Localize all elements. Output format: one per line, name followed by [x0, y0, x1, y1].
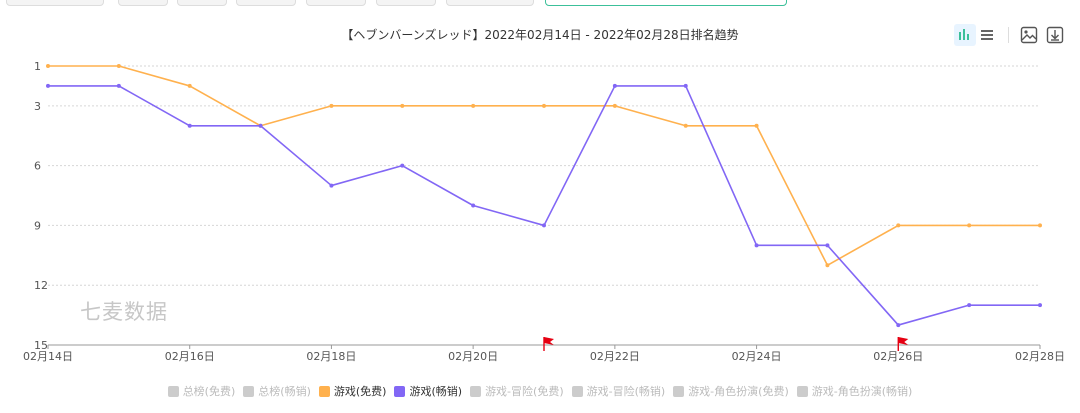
data-point[interactable]	[471, 203, 476, 208]
series-line	[48, 85, 1040, 326]
grid-layer	[48, 65, 1040, 286]
event-flag-icon[interactable]	[543, 337, 554, 351]
data-point[interactable]	[116, 83, 121, 88]
data-point[interactable]	[825, 263, 830, 268]
top-tab-active[interactable]	[545, 0, 787, 6]
top-tab[interactable]	[177, 0, 227, 6]
series-layer	[46, 64, 1042, 328]
data-point[interactable]	[967, 223, 972, 228]
x-tick-label: 02月14日	[23, 350, 73, 363]
y-tick-label: 3	[34, 100, 41, 113]
data-point[interactable]	[471, 103, 476, 108]
legend-item[interactable]: 游戏-冒险(畅销)	[571, 383, 666, 399]
x-tick-label: 02月26日	[873, 350, 923, 363]
download-icon[interactable]	[1044, 24, 1066, 46]
toolbar-divider	[1008, 27, 1009, 43]
top-tab-strip	[0, 0, 1080, 6]
legend-label: 总榜(免费)	[182, 385, 236, 398]
legend-label: 游戏(畅销)	[409, 385, 463, 398]
chart-toolbar	[954, 24, 1068, 48]
data-point[interactable]	[612, 103, 617, 108]
legend-swatch	[571, 386, 583, 397]
legend-label: 游戏(免费)	[333, 385, 387, 398]
legend-item[interactable]: 游戏-角色扮演(免费)	[673, 383, 789, 399]
legend-item[interactable]: 游戏(畅销)	[394, 383, 462, 399]
data-point[interactable]	[46, 83, 50, 88]
legend-item[interactable]: 游戏(免费)	[318, 383, 387, 399]
x-tick-label: 02月22日	[590, 350, 640, 363]
legend-item[interactable]: 游戏-角色扮演(畅销)	[796, 383, 913, 399]
x-tick-label: 02月24日	[732, 350, 782, 363]
data-point[interactable]	[967, 303, 972, 308]
data-point[interactable]	[116, 64, 121, 68]
top-tab[interactable]	[376, 0, 436, 6]
legend-swatch	[318, 386, 330, 397]
series-0	[46, 64, 1042, 268]
legend-swatch	[796, 386, 808, 397]
data-point[interactable]	[754, 123, 759, 128]
x-tick-label: 02月18日	[306, 350, 356, 363]
legend-label: 总榜(畅销)	[258, 385, 311, 398]
flag-layer	[543, 337, 909, 351]
data-point[interactable]	[542, 103, 546, 108]
image-icon[interactable]	[1018, 24, 1040, 46]
watermark: 七麦数据	[80, 300, 168, 324]
data-point[interactable]	[896, 323, 901, 328]
list-icon[interactable]	[976, 24, 998, 46]
event-flag-icon[interactable]	[897, 337, 909, 351]
top-tab[interactable]	[118, 0, 168, 6]
y-tick-label: 15	[34, 339, 48, 352]
data-point[interactable]	[187, 83, 192, 88]
data-point[interactable]	[187, 123, 192, 128]
x-tick-label: 02月28日	[1015, 350, 1065, 363]
legend-item[interactable]: 总榜(畅销)	[243, 383, 311, 399]
series-1	[46, 83, 1042, 328]
data-point[interactable]	[258, 123, 263, 128]
legend-item[interactable]: 游戏-冒险(免费)	[470, 383, 564, 399]
y-tick-label: 6	[34, 160, 41, 173]
top-tab[interactable]	[6, 0, 104, 6]
data-point[interactable]	[1038, 223, 1042, 228]
y-tick-label: 1	[34, 60, 41, 73]
bar-chart-icon[interactable]	[954, 24, 976, 46]
data-point[interactable]	[400, 163, 405, 168]
legend: 总榜(免费) 总榜(畅销) 游戏(免费) 游戏(畅销) 游戏-冒险(免费) 游戏-冒险(畅…	[0, 383, 1080, 399]
legend-item[interactable]: 总榜(免费)	[167, 383, 236, 399]
y-tick-label: 12	[34, 279, 48, 292]
data-point[interactable]	[1038, 303, 1042, 308]
data-point[interactable]	[683, 123, 688, 128]
flag-cloth	[898, 337, 909, 345]
top-tab[interactable]	[306, 0, 366, 6]
data-point[interactable]	[329, 183, 334, 188]
top-tab[interactable]	[446, 0, 534, 6]
legend-swatch	[243, 386, 255, 397]
legend-label: 游戏-角色扮演(畅销)	[811, 385, 913, 398]
legend-label: 游戏-冒险(免费)	[485, 385, 564, 398]
x-tick-label: 02月16日	[165, 350, 215, 363]
x-tick-label: 02月20日	[448, 350, 498, 363]
top-tab[interactable]	[236, 0, 296, 6]
legend-swatch	[167, 386, 179, 397]
legend-label: 游戏-角色扮演(免费)	[688, 385, 789, 398]
legend-swatch	[470, 386, 482, 397]
y-tick-label: 9	[34, 219, 41, 232]
data-point[interactable]	[683, 83, 688, 88]
flag-cloth	[544, 337, 554, 345]
data-point[interactable]	[896, 223, 901, 228]
data-point[interactable]	[46, 64, 50, 68]
data-point[interactable]	[612, 83, 617, 88]
legend-label: 游戏-冒险(畅销)	[586, 385, 666, 398]
data-point[interactable]	[825, 243, 830, 248]
chart-title: 【ヘブンバーンズレッド】2022年02月14日 - 2022年02月28日排名趋…	[341, 28, 739, 42]
data-point[interactable]	[542, 223, 546, 228]
data-point[interactable]	[400, 103, 405, 108]
data-point[interactable]	[754, 243, 759, 248]
data-point[interactable]	[329, 103, 334, 108]
legend-swatch	[394, 386, 406, 397]
legend-swatch	[673, 386, 685, 397]
